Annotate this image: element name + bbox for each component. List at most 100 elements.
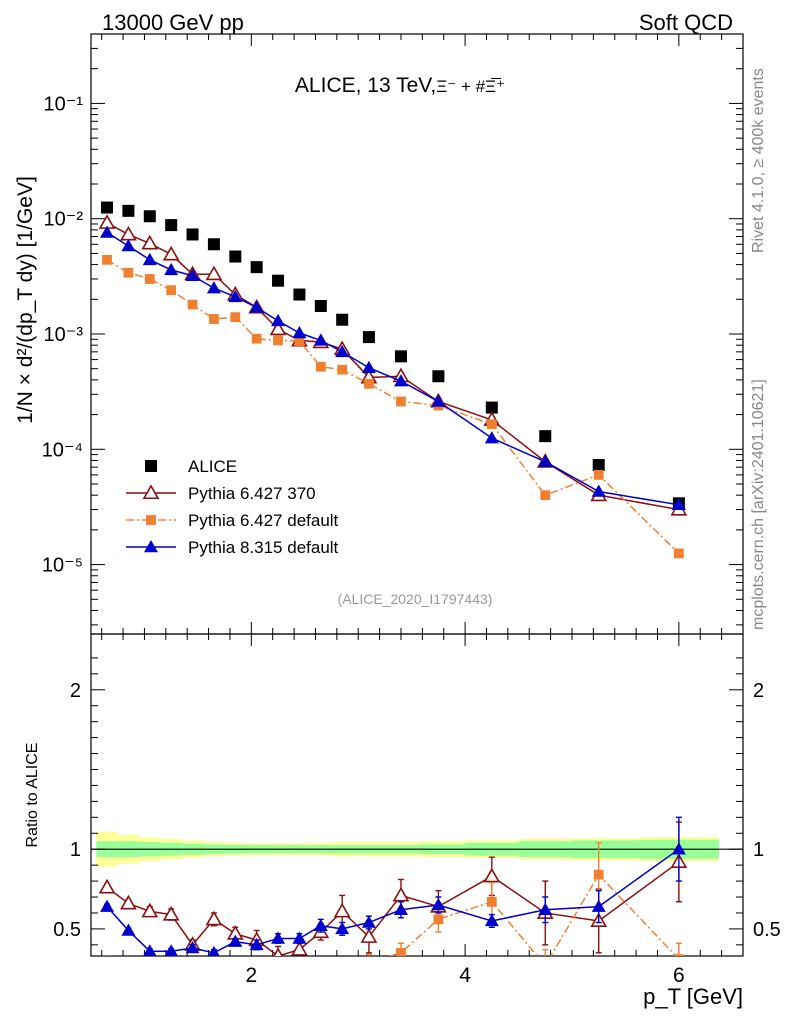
alice-point [207,238,220,251]
header-left: 13000 GeV pp [102,10,244,35]
ratio-axis-label: Ratio to ALICE [24,743,41,848]
series-point-1 [187,299,198,310]
ratio-point-2 [100,899,115,912]
series-point-1 [209,314,219,324]
ratio-point-0 [162,905,180,921]
alice-point [362,331,375,344]
alice-point [314,299,327,312]
alice-point [394,350,407,363]
ratio-tick-label: 0.5 [53,919,81,941]
series-point-1 [230,312,241,323]
alice-point [143,210,156,223]
ratio-point-2 [591,899,606,912]
y-axis-label: 1/N × d²/(dp_T dy) [1/GeV] [14,176,37,424]
legend-label: Pythia 6.427 370 [188,484,316,503]
series-point-2 [228,289,243,303]
legend-marker [142,484,160,500]
series-point-1 [273,335,283,346]
ratio-point-2 [484,913,499,927]
series-point-1 [251,333,262,344]
alice-point [293,288,306,301]
ratio-point-1 [102,955,112,956]
ratio-point-2 [361,915,376,928]
header-right: Soft QCD [639,10,733,35]
legend-label: Pythia 8.315 default [188,538,339,557]
ratio-frame [90,633,744,957]
series-point-1 [337,364,348,375]
ratio-point-2 [143,944,157,956]
series-point-2 [121,238,136,252]
ratio-tick-label: 2 [753,680,764,702]
series-point-1 [102,254,112,265]
series-point-1 [593,469,604,480]
ratio-point-0 [392,886,410,902]
ratio-point-0 [483,867,501,883]
series-point-2 [142,252,157,266]
legend-marker [145,460,157,472]
ratio-point-0 [141,902,159,918]
series-point-0 [269,320,287,336]
ratio-point-1 [188,969,198,979]
ratio-point-1 [316,962,326,972]
ratio-point-0 [333,902,351,918]
ratio-point-2 [185,941,200,954]
legend-marker [144,540,158,553]
alice-point [336,313,349,326]
ratio-point-0 [98,878,116,894]
series-point-2 [431,394,446,407]
series-point-0 [162,245,180,261]
main-panel: 10⁻⁵ 10⁻⁴ 10⁻³ 10⁻² 10⁻¹ ALICE, 13 TeV,Ξ⁻ + … [42,33,744,635]
ratio-point-1 [145,964,155,974]
series-point-2 [538,454,553,467]
ratio-point-0 [120,894,137,910]
ratio-point-1 [124,959,134,969]
alice-point [250,261,263,274]
alice-point [485,401,498,414]
x-tick-label: 2 [245,964,257,987]
ratio-point-2 [671,842,686,855]
alice-point [101,201,114,214]
ratio-point-1 [540,961,550,971]
ratio-point-1 [337,959,347,969]
ratio-point-2 [431,897,446,911]
series-point-2 [335,344,350,358]
series-point-1 [673,548,684,559]
plot-title-main: ALICE, 13 TeV, [295,74,436,97]
ratio-point-2 [538,902,553,916]
series-point-2 [185,268,200,282]
legend-marker [146,515,156,525]
x-tick-label: 6 [673,964,685,987]
series-point-1 [315,361,326,372]
alice-point [539,430,552,443]
ratio-point-1 [166,965,176,975]
legend: ALICE Pythia 6.427 370 Pythia 6.427 defaul… [126,457,339,557]
alice-point [229,250,242,263]
series-point-1 [166,285,177,296]
series-point-1 [294,336,305,346]
ratio-point-2 [228,934,243,947]
ratio-point-1 [593,869,604,880]
ratio-point-1 [396,947,406,956]
y-tick-label: 10⁻⁴ [42,439,83,461]
series-point-2 [361,360,376,373]
plot-title-particle: Ξ⁻ + #Ξ̅⁺ [436,77,505,96]
x-axis-label: p_T [GeV] [643,984,743,1009]
series-point-0 [120,225,137,241]
series-point-1 [123,267,134,278]
ratio-point-0 [360,928,378,943]
ratio-point-1 [364,957,374,967]
ratio-point-2 [313,918,328,931]
series-point-2 [671,497,686,511]
series-point-2 [271,313,286,327]
series-point-2 [164,262,179,276]
ratio-point-1 [230,962,240,972]
series-point-1 [486,419,497,430]
ratio-point-1 [209,965,219,975]
ratio-point-1 [433,914,444,925]
series-point-2 [100,225,115,238]
ratio-point-2 [292,931,307,944]
ratio-point-2 [271,931,286,944]
ratio-tick-label: 2 [70,680,81,702]
series-point-1 [364,378,374,389]
